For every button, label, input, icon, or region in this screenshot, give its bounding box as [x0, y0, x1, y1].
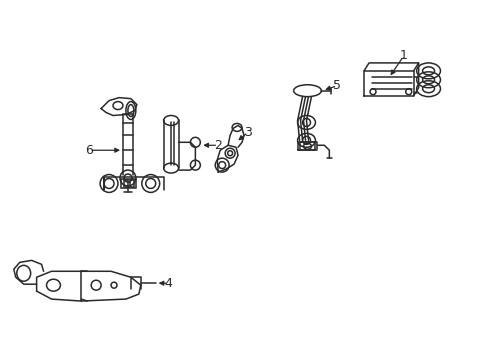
Bar	[130, 180, 134, 187]
Bar	[299, 142, 315, 150]
Bar	[122, 113, 133, 123]
Text: 1: 1	[399, 49, 407, 63]
Text: 5: 5	[333, 79, 341, 92]
Text: 6: 6	[85, 144, 93, 157]
Text: 2: 2	[214, 139, 222, 152]
Text: 3: 3	[244, 126, 251, 139]
Text: 4: 4	[164, 277, 172, 290]
Bar	[123, 180, 128, 187]
Bar	[121, 179, 136, 188]
